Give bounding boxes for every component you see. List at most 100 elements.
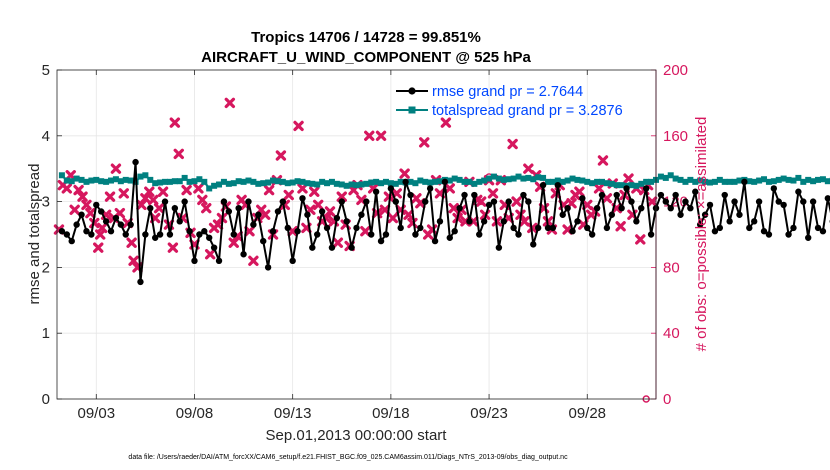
totalspread-point [648,178,655,185]
totalspread-point [162,178,169,185]
totalspread-point [598,178,605,185]
totalspread-point [338,181,345,188]
rmse-point [353,224,360,232]
chart-subtitle: AIRCRAFT_U_WIND_COMPONENT @ 525 hPa [201,49,531,66]
obs-assimilated-point [444,183,455,194]
y-axis-right-label: # of obs: o=possible; ×=assimilated [693,117,710,352]
rmse-point [755,198,763,205]
totalspread-point [702,178,709,185]
totalspread-point [707,179,714,186]
rmse-point [215,257,223,265]
rmse-point [426,185,434,192]
rmse-point [161,198,169,205]
rmse-point [466,218,473,225]
totalspread-point [427,179,434,186]
totalspread-point [495,175,502,182]
totalspread-point [662,174,669,181]
obs-assimilated-point [403,209,414,220]
totalspread-point [746,178,753,185]
totalspread-point [88,177,95,184]
rmse-point [500,218,507,225]
totalspread-point [422,178,429,185]
totalspread-point [643,178,650,185]
rmse-point [206,234,213,241]
rmse-point [814,224,822,232]
obs-assimilated-point [153,202,165,214]
totalspread-point [397,178,404,185]
obs-assimilated-point [69,204,80,216]
obs-assimilated-point [169,117,181,128]
obs-assimilated-point [593,183,605,194]
obs-assimilated-point [197,194,208,206]
totalspread-point [216,181,223,188]
totalspread-point [348,181,355,188]
totalspread-point [559,178,566,185]
obs-assimilated-point [275,150,287,161]
rmse-point [584,224,591,232]
totalspread-point [279,178,286,185]
rmse-point [515,231,522,238]
obs-assimilated-point [476,196,487,207]
rmse-point [132,158,139,166]
obs-assimilated-point [61,183,73,194]
rmse-point [696,221,704,228]
totalspread-point [486,175,493,182]
obs-assimilated-point [248,255,259,267]
obs-assimilated-point [104,191,116,202]
rmse-point [407,191,414,199]
rmse-point [68,237,75,245]
totalspread-point [594,178,601,185]
totalspread-point [456,176,463,183]
totalspread-point [417,177,424,184]
totalspread-point [373,178,380,185]
rmse-point [682,198,689,205]
totalspread-point [510,175,517,182]
rmse-point [770,185,778,192]
obs-assimilated-point [85,207,96,219]
totalspread-point [613,182,620,189]
rmse-point [220,198,228,205]
rmse-point [368,231,375,238]
y-right-tick-label: 0 [663,391,671,408]
y-left-tick-label: 2 [42,259,50,276]
rmse-point [800,198,807,205]
totalspread-point [407,178,414,185]
obs-assimilated-point [582,199,593,211]
totalspread-point [93,176,100,183]
x-axis-label: Sep.01,2013 00:00:00 start [266,427,448,444]
rmse-point [436,218,444,225]
totalspread-point [328,178,335,185]
totalspread-point [795,174,802,181]
totalspread-point [250,178,257,185]
rmse-point [638,204,645,212]
rmse-point [417,224,424,232]
totalspread-point [333,180,340,187]
totalspread-point [432,178,439,185]
rmse-point [598,191,606,199]
rmse-point [687,204,694,212]
legend-rmse-swatch-marker [408,87,416,95]
rmse-point [58,228,66,235]
obs-assimilated-point [519,216,530,227]
rmse-point [741,178,748,186]
totalspread-point [78,176,85,183]
rmse-point [97,208,105,215]
rmse-point [151,234,159,241]
totalspread-point [343,182,350,189]
totalspread-point [687,176,694,183]
rmse-point [785,231,792,238]
legend-rmse-label: rmse grand pr = 2.7644 [432,84,583,100]
rmse-point [505,198,512,205]
totalspread-point [672,175,679,182]
obs-assimilated-point [77,191,88,202]
obs-assimilated-point [81,199,92,211]
totalspread-point [220,178,227,185]
totalspread-point [633,182,640,189]
rmse-point [309,244,316,251]
rmse-point [485,201,493,209]
rmse-point [63,231,71,238]
rmse-point [623,185,630,192]
totalspread-point [515,173,522,180]
obs-assimilated-point [383,191,395,202]
rmse-point [264,264,272,271]
